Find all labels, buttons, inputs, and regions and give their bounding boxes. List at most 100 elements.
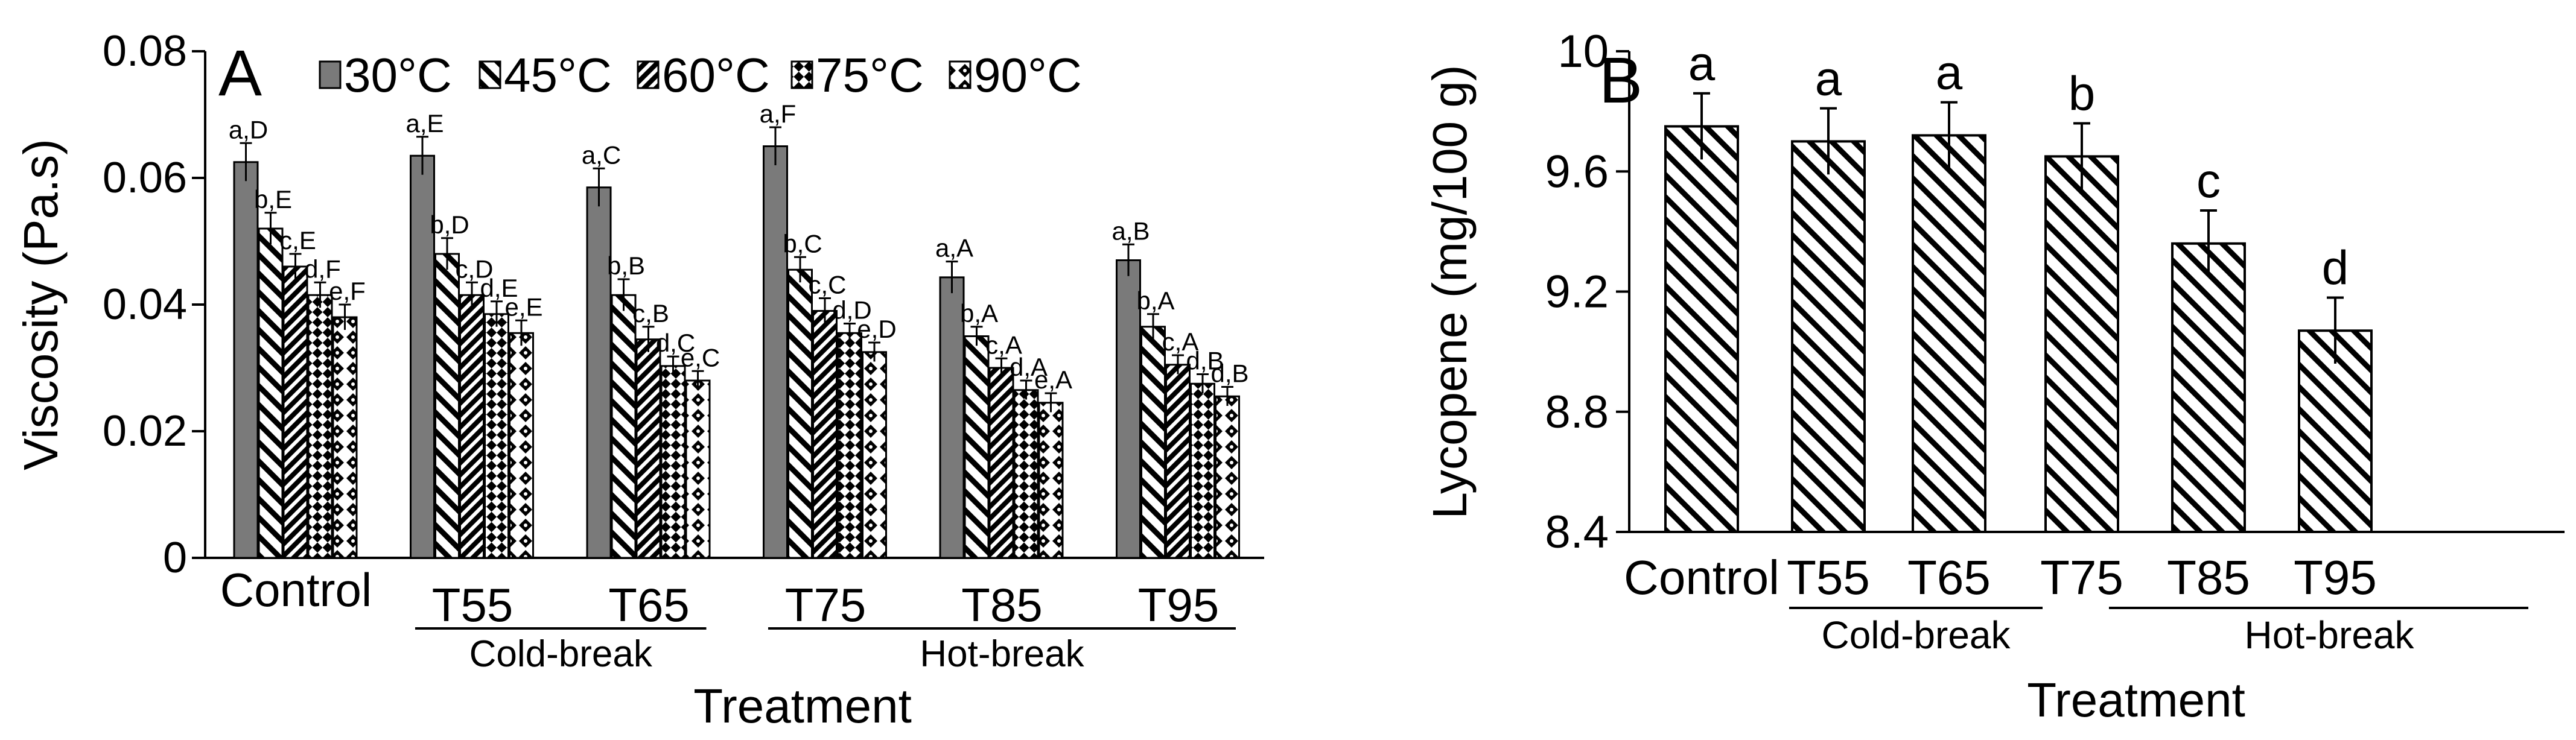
panel-a-bar-label: d,A	[1010, 353, 1048, 381]
panel-a-bar-label: a,D	[229, 115, 268, 144]
panel-a-bar	[988, 367, 1014, 559]
panel-a-bar-label: d,B	[1210, 359, 1248, 388]
panel-a-legend-swatch	[637, 60, 660, 89]
panel-a-bar	[837, 332, 862, 559]
panel-a-category-label: T95	[1138, 578, 1219, 631]
panel-a-bar	[1190, 382, 1215, 559]
panel-b-y-tick-label: 9.6	[1545, 146, 1609, 197]
panel-a-bar-label: d,D	[832, 296, 871, 324]
panel-a-bar-label: c,A	[985, 330, 1022, 359]
panel-a-bar-label: b,C	[783, 229, 822, 258]
panel-a-bar	[332, 316, 358, 559]
panel-b-bar-label: a	[1688, 37, 1716, 90]
panel-a-bar-label: c,A	[1162, 327, 1199, 356]
panel-a-bar	[1038, 402, 1064, 559]
panel-a-legend-swatch	[479, 60, 501, 89]
panel-a-y-tick-label: 0.06	[103, 154, 187, 202]
panel-a-x-axis-label: Treatment	[693, 679, 912, 733]
panel-b-y-tick-label: 9.2	[1545, 267, 1609, 318]
panel-a-bar-label: e,E	[504, 293, 542, 321]
panel-a-bar	[1013, 389, 1039, 559]
panel-a-bar	[862, 351, 887, 559]
panel-b-bar	[1664, 125, 1739, 533]
panel-a-bar-label: c,D	[456, 255, 494, 283]
panel-a-bar	[307, 294, 333, 559]
panel-b-bar	[2171, 242, 2246, 533]
panel-a-bar-label: a,B	[1111, 217, 1150, 245]
panel-a-bar	[660, 365, 686, 559]
panel-a-bar-label: e,A	[1034, 365, 1072, 394]
panel-a-bar	[635, 338, 661, 559]
panel-a-bar-label: e,C	[681, 343, 720, 372]
panel-b-category-label: T65	[1907, 551, 1991, 604]
panel-b-y-tick-label: 10	[1557, 26, 1609, 77]
panel-a-category-label: T75	[785, 578, 866, 631]
panel-b-bar	[2298, 329, 2373, 533]
panel-a-bar-label: d,F	[304, 255, 341, 283]
panel-b-bar-label: a	[1815, 52, 1842, 106]
panel-b-bar-label: c	[2196, 154, 2221, 207]
panel-b-group-label: Hot-break	[2245, 613, 2415, 657]
panel-b-group-label: Cold-break	[1821, 613, 2011, 657]
panel-b-category-label: Control	[1624, 551, 1779, 604]
panel-a-category-label: T55	[432, 578, 513, 631]
panel-a-bar	[434, 253, 460, 559]
panel-b-y-tick-label: 8.8	[1545, 387, 1609, 438]
panel-a-bar-label: b,E	[254, 185, 292, 213]
panel-a-bar-label: e,F	[329, 277, 366, 305]
panel-a-bar	[1215, 395, 1240, 559]
panel-a-category-label: T65	[608, 578, 689, 631]
panel-a-bar-label: d,B	[1186, 347, 1224, 375]
panel-a-bar	[964, 335, 990, 559]
panel-a-bar	[509, 332, 534, 559]
panel-a-legend-label: 90°C	[974, 48, 1082, 102]
panel-a-bar-label: a,E	[405, 109, 444, 138]
panel-a-y-tick-label: 0.08	[103, 27, 187, 75]
panel-a-bar-label: b,A	[1136, 286, 1174, 315]
panel-a-bar	[459, 294, 485, 559]
panel-b-x-axis-label: Treatment	[2027, 673, 2245, 727]
panel-a-y-tick-label: 0.04	[103, 280, 187, 329]
panel-b-bar-label: d	[2322, 241, 2349, 294]
panel-b-category-label: T85	[2167, 551, 2250, 604]
panel-b-category-label: T55	[1787, 551, 1870, 604]
panel-a-bar-label: b,D	[430, 210, 469, 239]
panel-a-bar-label: b,A	[960, 299, 998, 327]
panel-a-legend: 30°C 45°C 60°C 75°C 90°C	[319, 48, 1082, 102]
panel-a-bar-label: c,C	[809, 271, 847, 299]
panel-b-label: B	[1599, 43, 1643, 116]
panel-a-bar-label: a,C	[582, 141, 621, 169]
panel-a-bar-label: d,E	[480, 274, 518, 302]
panel-b-y-axis-label: Lycopene (mg/100 g)	[1423, 65, 1477, 519]
panel-a-bar	[410, 154, 435, 559]
panel-b-bar	[2044, 155, 2119, 533]
panel-b-category-label: T95	[2294, 551, 2377, 604]
panel-a-y-tick-label: 0.02	[103, 407, 187, 455]
panel-a-bar-label: c,E	[279, 226, 316, 255]
panel-a-legend-label: 30°C	[344, 48, 452, 102]
panel-a-bar-label: e,D	[857, 315, 896, 343]
panel-a-bar-label: d,C	[656, 329, 695, 357]
panel-a-bar	[258, 227, 284, 559]
panel-b-category-label: T75	[2040, 551, 2123, 604]
panel-a-category-label: Control	[220, 563, 372, 616]
panel-a-legend-swatch	[319, 60, 342, 89]
panel-a-group-label: Cold-break	[469, 633, 653, 675]
panel-a-bar	[1165, 364, 1191, 559]
panel-a-bar	[233, 161, 259, 559]
panel-a-bar	[1140, 326, 1166, 559]
panel-a-legend-label: 75°C	[816, 48, 924, 102]
panel-a-bar	[611, 294, 637, 559]
panel-a-y-axis-label: Viscosity (Pa.s)	[14, 139, 68, 470]
panel-a: 0 0.02 0.04 0.06 0.08 a,D b,E c,Ed,Fe,F a,E b,D c…	[14, 27, 1264, 733]
panel-b-bar	[1791, 140, 1866, 533]
panel-a-y-tick-label: 0	[163, 534, 187, 582]
panel-a-bar-label: c,B	[632, 299, 669, 327]
panel-a-label: A	[218, 36, 262, 109]
panel-a-bar-label: a,F	[760, 100, 797, 128]
panel-b: 8.4 8.8 9.2 9.6 10 a a a b c d Control T55 T65 T75 T8…	[1423, 26, 2565, 727]
panel-a-bar	[812, 310, 838, 559]
panel-a-bar-label: a,A	[935, 234, 973, 262]
